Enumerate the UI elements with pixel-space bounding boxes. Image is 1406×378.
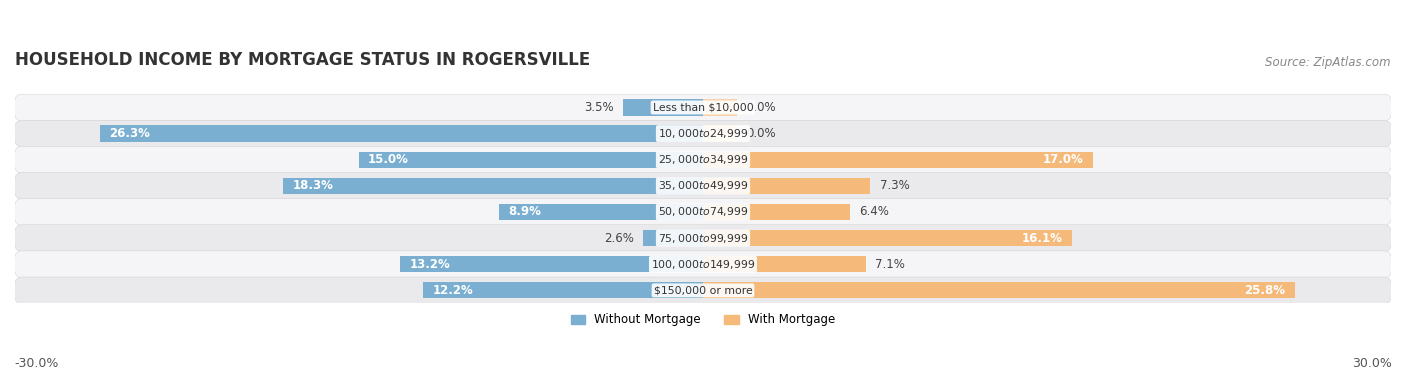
FancyBboxPatch shape bbox=[15, 277, 1391, 304]
Legend: Without Mortgage, With Mortgage: Without Mortgage, With Mortgage bbox=[567, 308, 839, 331]
Bar bbox=[703, 204, 849, 220]
Bar bbox=[703, 256, 866, 272]
Text: $25,000 to $34,999: $25,000 to $34,999 bbox=[658, 153, 748, 166]
Text: 18.3%: 18.3% bbox=[292, 179, 333, 192]
Bar bbox=[703, 125, 737, 142]
Bar bbox=[703, 178, 870, 194]
Bar bbox=[284, 178, 703, 194]
Text: 26.3%: 26.3% bbox=[110, 127, 150, 140]
Text: $35,000 to $49,999: $35,000 to $49,999 bbox=[658, 179, 748, 192]
Text: 6.4%: 6.4% bbox=[859, 206, 889, 218]
FancyBboxPatch shape bbox=[15, 199, 1391, 225]
Bar bbox=[359, 152, 703, 168]
Bar bbox=[401, 256, 703, 272]
Bar bbox=[499, 204, 703, 220]
Bar bbox=[703, 152, 1092, 168]
Text: 30.0%: 30.0% bbox=[1353, 358, 1392, 370]
Text: $150,000 or more: $150,000 or more bbox=[654, 285, 752, 295]
Text: 7.3%: 7.3% bbox=[880, 179, 910, 192]
Text: $50,000 to $74,999: $50,000 to $74,999 bbox=[658, 206, 748, 218]
Text: 0.0%: 0.0% bbox=[747, 101, 776, 114]
Text: -30.0%: -30.0% bbox=[14, 358, 59, 370]
Text: $10,000 to $24,999: $10,000 to $24,999 bbox=[658, 127, 748, 140]
FancyBboxPatch shape bbox=[15, 172, 1391, 199]
Bar bbox=[623, 99, 703, 116]
Bar bbox=[423, 282, 703, 299]
Text: 25.8%: 25.8% bbox=[1244, 284, 1285, 297]
Text: 0.0%: 0.0% bbox=[747, 127, 776, 140]
Text: 7.1%: 7.1% bbox=[875, 258, 905, 271]
Text: Source: ZipAtlas.com: Source: ZipAtlas.com bbox=[1265, 56, 1391, 69]
Text: HOUSEHOLD INCOME BY MORTGAGE STATUS IN ROGERSVILLE: HOUSEHOLD INCOME BY MORTGAGE STATUS IN R… bbox=[15, 51, 591, 69]
Text: 2.6%: 2.6% bbox=[605, 232, 634, 245]
Text: Less than $10,000: Less than $10,000 bbox=[652, 102, 754, 112]
Text: 8.9%: 8.9% bbox=[508, 206, 541, 218]
Text: 3.5%: 3.5% bbox=[583, 101, 613, 114]
Text: $75,000 to $99,999: $75,000 to $99,999 bbox=[658, 232, 748, 245]
FancyBboxPatch shape bbox=[15, 146, 1391, 173]
Bar bbox=[703, 282, 1295, 299]
Text: 12.2%: 12.2% bbox=[433, 284, 474, 297]
Text: 15.0%: 15.0% bbox=[368, 153, 409, 166]
FancyBboxPatch shape bbox=[15, 225, 1391, 251]
Bar bbox=[644, 230, 703, 246]
Bar bbox=[703, 99, 737, 116]
Text: 16.1%: 16.1% bbox=[1022, 232, 1063, 245]
Text: $100,000 to $149,999: $100,000 to $149,999 bbox=[651, 258, 755, 271]
FancyBboxPatch shape bbox=[15, 94, 1391, 121]
Text: 13.2%: 13.2% bbox=[409, 258, 450, 271]
FancyBboxPatch shape bbox=[15, 251, 1391, 277]
Text: 17.0%: 17.0% bbox=[1043, 153, 1084, 166]
FancyBboxPatch shape bbox=[15, 120, 1391, 147]
Bar bbox=[703, 230, 1073, 246]
Bar bbox=[100, 125, 703, 142]
